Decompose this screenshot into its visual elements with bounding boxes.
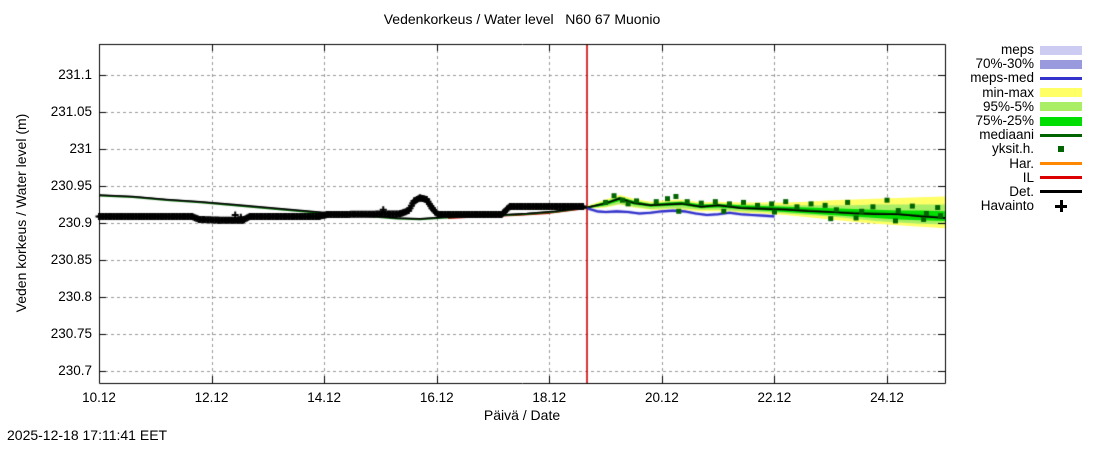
legend-row-havainto: Havainto bbox=[948, 199, 1082, 213]
x-axis-label: Päivä / Date bbox=[483, 407, 561, 423]
legend-row-min-max: min-max bbox=[948, 84, 1082, 100]
x-tick-label: 20.12 bbox=[644, 390, 679, 405]
legend-label: min-max bbox=[982, 84, 1034, 100]
x-tick-label: 22.12 bbox=[757, 390, 792, 405]
70-30--swatch-icon bbox=[1040, 57, 1082, 71]
y-tick-label: 230.9 bbox=[58, 215, 92, 231]
legend-label: Har. bbox=[1009, 155, 1034, 171]
legend-label: IL bbox=[1022, 169, 1034, 185]
legend-row-il: IL bbox=[948, 169, 1082, 185]
legend-row-75-25-: 75%-25% bbox=[948, 114, 1082, 128]
chart-title: Vedenkorkeus / Water level N60 67 Muonio bbox=[383, 11, 661, 27]
legend-row-har-: Har. bbox=[948, 155, 1082, 171]
y-tick-label: 230.85 bbox=[50, 252, 92, 268]
meps-med-swatch-icon bbox=[1040, 71, 1082, 85]
yksit-h--swatch-icon bbox=[1040, 142, 1082, 156]
legend-row-meps: meps bbox=[948, 43, 1082, 57]
legend: meps 70%-30% meps-med min-max 95%-5% 75%-25% m… bbox=[948, 43, 1082, 213]
legend-row-mediaani: mediaani bbox=[948, 128, 1082, 142]
x-tick-label: 24.12 bbox=[870, 390, 904, 405]
y-tick-label: 231.1 bbox=[58, 67, 92, 83]
y-tick-label: 231.05 bbox=[50, 104, 92, 120]
legend-label: 95%-5% bbox=[982, 98, 1034, 114]
havainto-swatch-icon bbox=[1040, 199, 1082, 213]
legend-label: 70%-30% bbox=[975, 56, 1034, 72]
legend-label: 75%-25% bbox=[975, 113, 1034, 129]
x-tick-label: 14.12 bbox=[307, 390, 342, 405]
y-tick-label: 230.8 bbox=[58, 289, 92, 305]
legend-row-det-: Det. bbox=[948, 183, 1082, 199]
mediaani-swatch-icon bbox=[1040, 128, 1082, 142]
il-swatch-icon bbox=[1040, 171, 1082, 185]
y-tick-label: 230.75 bbox=[50, 326, 92, 342]
legend-row-95-5-: 95%-5% bbox=[948, 98, 1082, 114]
legend-label: yksit.h. bbox=[991, 141, 1034, 157]
legend-label: Havainto bbox=[980, 198, 1034, 214]
legend-label: mediaani bbox=[979, 127, 1034, 143]
legend-row-meps-med: meps-med bbox=[948, 71, 1082, 85]
legend-row-70-30-: 70%-30% bbox=[948, 57, 1082, 71]
x-tick-label: 16.12 bbox=[419, 390, 454, 405]
x-tick-label: 12.12 bbox=[194, 390, 229, 405]
legend-label: meps-med bbox=[970, 70, 1034, 86]
95-5--swatch-icon bbox=[1040, 100, 1082, 114]
75-25--swatch-icon bbox=[1040, 114, 1082, 128]
timestamp: 2025-12-18 17:11:41 EET bbox=[7, 427, 168, 443]
legend-label: meps bbox=[1000, 42, 1034, 58]
legend-label: Det. bbox=[1009, 183, 1034, 199]
har--swatch-icon bbox=[1040, 157, 1082, 171]
x-tick-label: 10.12 bbox=[82, 390, 116, 405]
meps-swatch-icon bbox=[1040, 43, 1082, 57]
det--swatch-icon bbox=[1040, 185, 1082, 199]
legend-row-yksit-h-: yksit.h. bbox=[948, 142, 1082, 156]
x-tick-label: 18.12 bbox=[532, 390, 567, 405]
min-max-swatch-icon bbox=[1040, 86, 1082, 100]
y-tick-label: 230.95 bbox=[50, 178, 92, 194]
y-tick-label: 231 bbox=[69, 141, 92, 157]
y-tick-label: 230.7 bbox=[58, 363, 92, 379]
